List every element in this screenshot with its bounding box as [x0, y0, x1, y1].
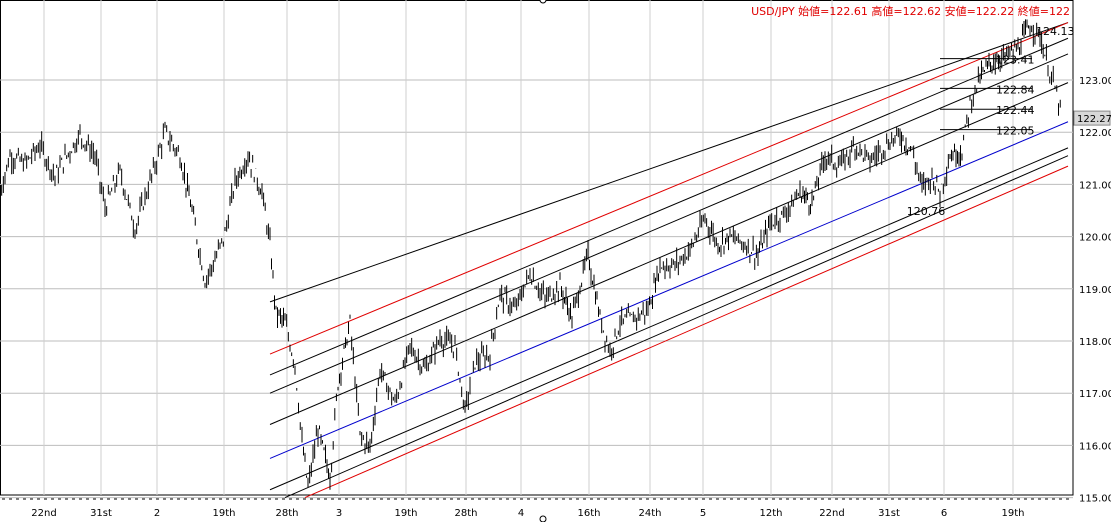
x-tick-label: 12th — [760, 508, 783, 519]
fib-level-label: 123.41 — [996, 54, 1035, 67]
y-tick-label: 118.00 — [1079, 337, 1111, 348]
channel-line — [284, 155, 1069, 499]
y-tick-label: 120.00 — [1079, 233, 1111, 244]
x-tick-label: 16th — [578, 508, 601, 519]
x-tick-label: 28th — [455, 508, 478, 519]
x-tick-label: 2 — [154, 508, 160, 519]
fib-level-label: 122.44 — [996, 104, 1035, 117]
x-tick-label: 3 — [336, 508, 342, 519]
channel-line — [269, 121, 1069, 459]
channel-line — [269, 147, 1069, 491]
plot-frame — [0, 0, 1074, 496]
x-tick-label: 31st — [90, 508, 112, 519]
last-price-box — [1073, 110, 1111, 126]
channel-line — [304, 165, 1069, 499]
channel-line — [269, 37, 1069, 376]
x-tick-label: 22nd — [819, 508, 844, 519]
fib-level-label: 122.05 — [996, 125, 1035, 138]
channel-line — [269, 22, 1069, 355]
fib-level-label: 122.84 — [996, 83, 1035, 96]
y-tick-label: 122.00 — [1079, 128, 1111, 139]
y-tick-label: 115.00 — [1079, 494, 1111, 505]
channel-line — [269, 82, 1069, 425]
y-tick-label: 121.00 — [1079, 180, 1111, 191]
y-tick-label: 116.00 — [1079, 441, 1111, 452]
y-tick-label: 119.00 — [1079, 285, 1111, 296]
x-tick-label: 28th — [276, 508, 299, 519]
x-tick-label: 31st — [878, 508, 900, 519]
x-tick-label: 6 — [941, 508, 947, 519]
last-price-label: 122.27 — [1077, 114, 1111, 125]
bottom-marker — [539, 515, 547, 522]
channel-line — [269, 22, 1069, 303]
channel-line — [269, 53, 1069, 394]
chart-header: USD/JPY 始値=122.61 高値=122.62 安値=122.22 終値… — [751, 4, 1070, 18]
y-tick-label: 123.00 — [1079, 76, 1111, 87]
x-tick-label: 22nd — [31, 508, 56, 519]
x-tick-label: 19th — [1002, 508, 1025, 519]
x-tick-label: 24th — [639, 508, 662, 519]
x-tick-label: 19th — [213, 508, 236, 519]
x-tick-label: 5 — [700, 508, 706, 519]
y-tick-label: 117.00 — [1079, 389, 1111, 400]
x-tick-label: 19th — [395, 508, 418, 519]
x-tick-label: 4 — [518, 508, 524, 519]
price-annotation: 120.76 — [907, 205, 946, 218]
price-annotation: 124.13 — [1036, 25, 1075, 38]
top-marker — [539, 0, 547, 4]
